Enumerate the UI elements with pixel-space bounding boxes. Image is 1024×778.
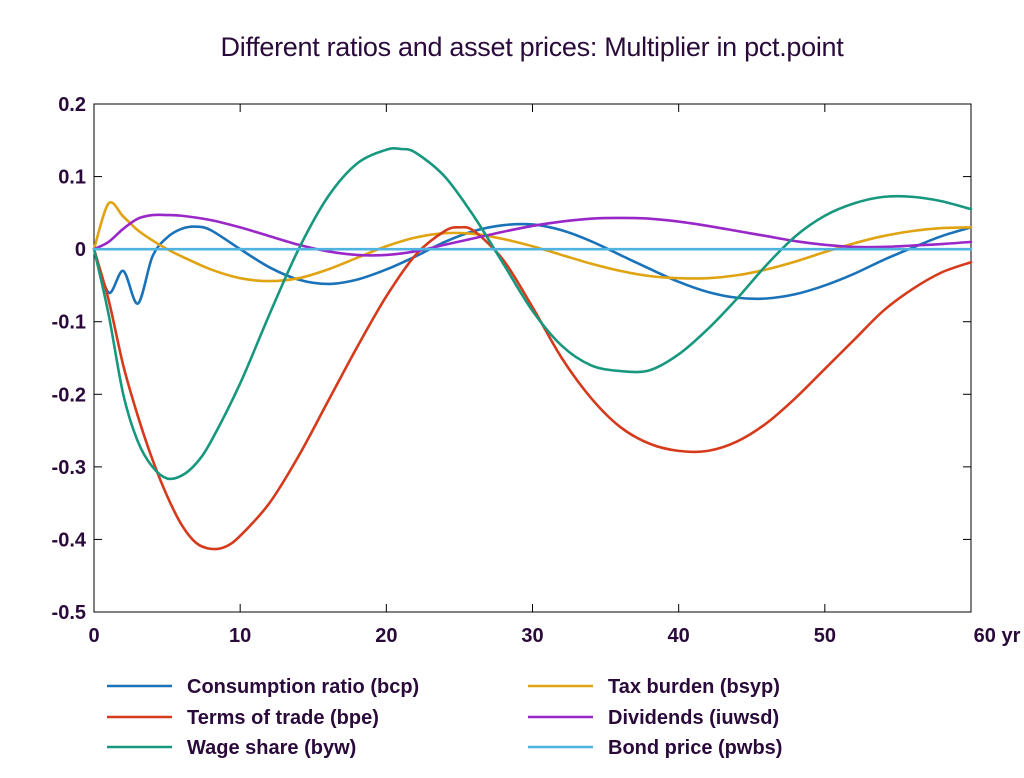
legend-label: Bond price (pwbs) [608,737,782,759]
series-layer [92,147,973,551]
tick-labels: 0.20.10-0.1-0.2-0.3-0.4-0.50 10 20 30 40 50 60… [52,94,1021,647]
x-tick-label: 60 yr [974,625,1021,647]
plot-frame [93,103,972,613]
legend-label: Tax burden (bsyp) [608,676,780,698]
series-line-1 [92,201,973,283]
y-tick-label: -0.3 [52,457,86,479]
x-tick-label: 50 [814,625,836,647]
x-tick-label: 40 [668,625,690,647]
x-tick-label: 30 [521,625,543,647]
x-tick-label: 0 [88,625,99,647]
x-tick-label: 20 [375,625,397,647]
y-tick-label: -0.5 [52,602,86,624]
legend-label: Wage share (byw) [187,737,356,759]
y-tick-label: -0.4 [52,529,87,551]
legend: Consumption ratio (bcp) Tax burden (bsyp)… [107,676,782,759]
series-line-3 [92,213,973,257]
legend-label: Terms of trade (bpe) [187,707,379,729]
legend-label: Dividends (iuwsd) [608,707,779,729]
series-line-2 [92,225,973,551]
y-tick-label: -0.1 [52,312,86,334]
y-tick-label: -0.2 [52,384,86,406]
y-tick-label: 0 [75,239,86,261]
series-line-4 [92,147,973,481]
y-tick-label: 0.2 [58,94,86,116]
series-line-0 [92,222,973,305]
y-tick-label: 0.1 [58,167,86,189]
legend-label: Consumption ratio (bcp) [187,676,419,698]
x-tick-label: 10 [229,625,251,647]
chart-title: Different ratios and asset prices: Multi… [220,32,844,62]
axes [93,103,972,613]
